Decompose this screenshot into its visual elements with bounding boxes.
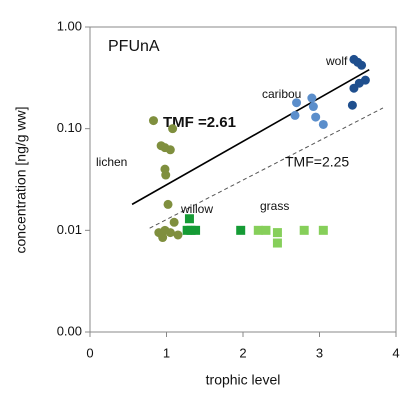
point (311, 112, 321, 122)
point (186, 225, 196, 235)
y-tick-label: 0.00 (57, 323, 82, 338)
point (357, 60, 367, 70)
y-tick-label: 1.00 (57, 18, 82, 33)
point (165, 145, 175, 155)
point (272, 228, 282, 238)
point (292, 98, 302, 108)
y-tick-label: 0.10 (57, 120, 82, 135)
point (307, 93, 317, 103)
x-axis-title: trophic level (206, 372, 281, 388)
point (253, 225, 263, 235)
trend-label: TMF =2.61 (163, 114, 236, 131)
point (261, 225, 271, 235)
point (184, 214, 194, 224)
series-label: grass (260, 199, 289, 213)
point (160, 225, 170, 235)
point (168, 124, 178, 134)
series-label: caribou (262, 87, 301, 101)
trend-line (149, 107, 384, 229)
point (161, 170, 171, 180)
point (290, 110, 300, 120)
point (148, 116, 158, 126)
trend-line (131, 69, 370, 206)
point (169, 217, 179, 227)
series-label: willow (180, 202, 213, 216)
point (318, 225, 328, 235)
point (347, 100, 357, 110)
series-label: wolf (325, 54, 348, 68)
point (163, 199, 173, 209)
x-tick-label: 0 (86, 345, 93, 360)
point (318, 119, 328, 129)
point (299, 225, 309, 235)
x-tick-label: 2 (239, 345, 246, 360)
point (173, 230, 183, 240)
point (349, 83, 359, 93)
series-label: lichen (96, 155, 127, 169)
point (236, 225, 246, 235)
x-tick-label: 4 (392, 345, 399, 360)
point (191, 225, 201, 235)
y-axis-title: concentration [ng/g ww] (13, 106, 29, 253)
plot-frame (89, 26, 397, 333)
chart-title: PFUnA (108, 38, 160, 55)
y-tick-label: 0.01 (57, 222, 82, 237)
x-tick-label: 1 (163, 345, 170, 360)
x-tick-label: 3 (316, 345, 323, 360)
point (158, 233, 168, 243)
point (308, 102, 318, 112)
trend-label: TMF=2.25 (285, 154, 349, 170)
point (272, 238, 282, 248)
